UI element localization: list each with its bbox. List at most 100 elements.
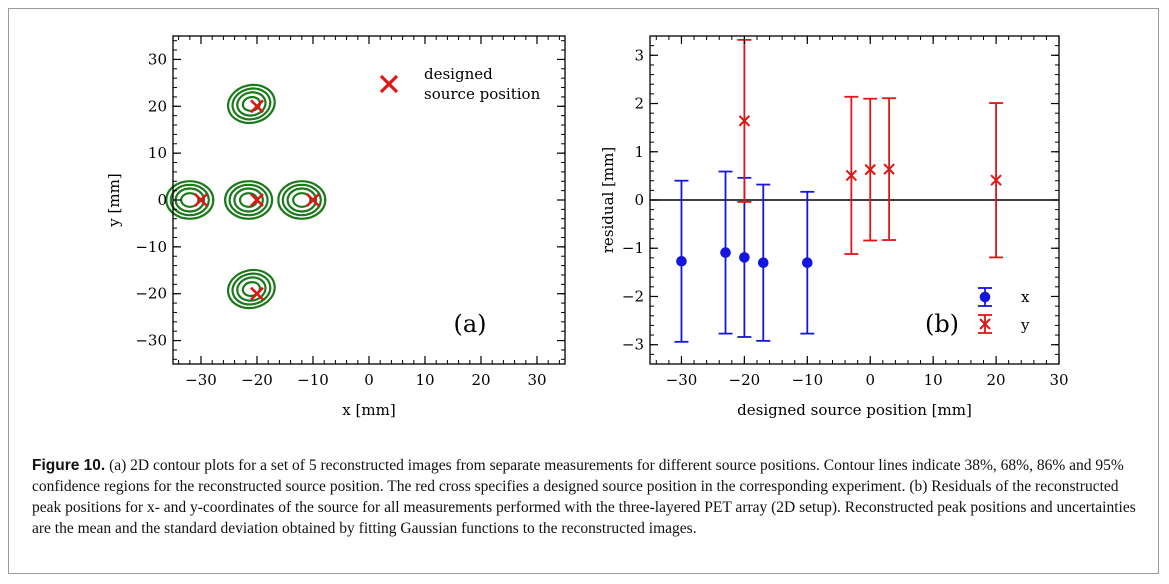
panel-a-x-tick-label: −10 [297, 371, 329, 389]
legend-circle [979, 291, 991, 303]
panel-b-ylabel: residual [mm] [599, 147, 617, 253]
caption-text: (a) 2D contour plots for a set of 5 reco… [32, 457, 1136, 537]
panel-a-xlabel: x [mm] [342, 401, 395, 419]
data-point-cross-stroke [864, 163, 876, 176]
panel-a-y-tick-label: −10 [135, 238, 167, 256]
error-bar-point [863, 97, 878, 242]
contour-group [226, 268, 276, 310]
panel-b-label: (b) [925, 310, 959, 338]
panel-b-x-tick-label: 0 [865, 371, 875, 389]
contour-line [165, 180, 215, 220]
data-point-cross-stroke [883, 163, 895, 175]
figure-caption: Figure 10. (a) 2D contour plots for a se… [32, 455, 1142, 539]
panel-a-y-tick-label: −20 [135, 285, 167, 303]
designed-position-markers [194, 99, 320, 301]
contour-line [292, 192, 312, 208]
error-bar-point [756, 183, 771, 342]
panel-a-y-tick-label: −30 [135, 332, 167, 350]
panel-b-y-tick-label: −2 [622, 287, 644, 305]
contour-line [169, 183, 210, 217]
legend-cross-stroke [979, 318, 991, 330]
contour-line [226, 83, 276, 125]
panel-a-x-tick-label: 10 [415, 371, 434, 389]
legend-label-line1: designed [424, 65, 493, 83]
contour-line [236, 91, 267, 117]
contour-line [180, 192, 200, 208]
panel-a-y-tick-label: 0 [157, 191, 167, 209]
legend-y-marker [978, 314, 992, 334]
contour-line [228, 183, 269, 217]
panel-b-y-tick-label: 2 [634, 95, 644, 113]
error-bar-point [737, 176, 752, 338]
error-bar-point [989, 102, 1004, 259]
designed-position-cross [250, 286, 264, 301]
error-bar-point [844, 95, 859, 255]
panel-a-y-tick-label: 20 [148, 97, 167, 115]
panel-a-x-tick-label: 0 [364, 371, 374, 389]
contour-line [236, 276, 267, 302]
data-point-cross-stroke [738, 115, 751, 127]
designed-position-cross [250, 193, 264, 207]
panel-b-y-tick-label: 3 [634, 46, 644, 64]
legend-cross-marker [379, 74, 399, 94]
panel-a-label: (a) [453, 310, 486, 338]
contour-line [286, 187, 318, 213]
panel-b-x-tick-label: −10 [791, 371, 823, 389]
contour-group [226, 83, 276, 125]
contour-group [224, 180, 274, 220]
data-point-circle [720, 247, 731, 258]
figure-frame [8, 8, 1159, 574]
legend-cross [979, 318, 991, 330]
data-point-circle [802, 257, 813, 269]
data-point-cross-stroke [990, 174, 1002, 186]
panel-a-x-tick-label: 30 [527, 371, 546, 389]
data-point-cross-stroke [845, 169, 858, 182]
data-point-cross [738, 115, 751, 127]
data-point-cross [883, 163, 895, 175]
panel-b-legend: x y [978, 287, 1030, 334]
contour-line [233, 187, 264, 213]
contour-line [231, 272, 272, 306]
panel-b-y-tick-label: −3 [622, 336, 644, 354]
error-bar-point [674, 179, 689, 343]
designed-position-cross-stroke [250, 193, 264, 207]
panel-b-y-tick-label: 0 [634, 191, 644, 209]
caption-label: Figure 10. [32, 457, 106, 474]
contour-group [165, 180, 215, 220]
error-bar-point [800, 190, 815, 335]
panel-a-y-tick-label: 30 [148, 50, 167, 68]
contour-line [241, 281, 262, 298]
legend-x-label: x [1021, 288, 1030, 306]
data-point-circle [757, 257, 769, 269]
panel-b-y-tick-label: 1 [634, 143, 644, 161]
contour-group [277, 180, 327, 220]
panel-a-ylabel: y [mm] [105, 173, 123, 227]
data-point-circle [739, 252, 750, 263]
error-bar-point [882, 97, 897, 241]
contour-groups [165, 83, 327, 310]
panel-a-ticks: −30 −20 −10 0 10 20 30 −30 −20 −10 0 10 20 30 [135, 36, 565, 389]
designed-position-cross-stroke [194, 193, 208, 207]
legend-cross [379, 74, 399, 94]
designed-position-cross [306, 193, 320, 207]
legend-y-label: y [1020, 316, 1030, 334]
panel-a-x-tick-label: 20 [471, 371, 490, 389]
contour-line [226, 268, 276, 310]
panel-a-y-tick-label: 10 [148, 144, 167, 162]
contour-line [231, 87, 272, 121]
legend-cross-stroke [379, 74, 399, 94]
panel-b-y-tick-label: −1 [622, 239, 644, 257]
legend-x-marker [978, 287, 992, 307]
panel-b-x-tick-label: −20 [729, 371, 761, 389]
data-point-cross [990, 174, 1002, 186]
panel-a-x-tick-label: −30 [185, 371, 217, 389]
designed-position-cross [194, 193, 208, 207]
error-bar-point [718, 170, 733, 335]
panel-b-x-tick-label: 20 [987, 371, 1006, 389]
contour-line [224, 180, 274, 220]
data-point-cross [845, 169, 858, 182]
data-point-cross [864, 163, 876, 176]
